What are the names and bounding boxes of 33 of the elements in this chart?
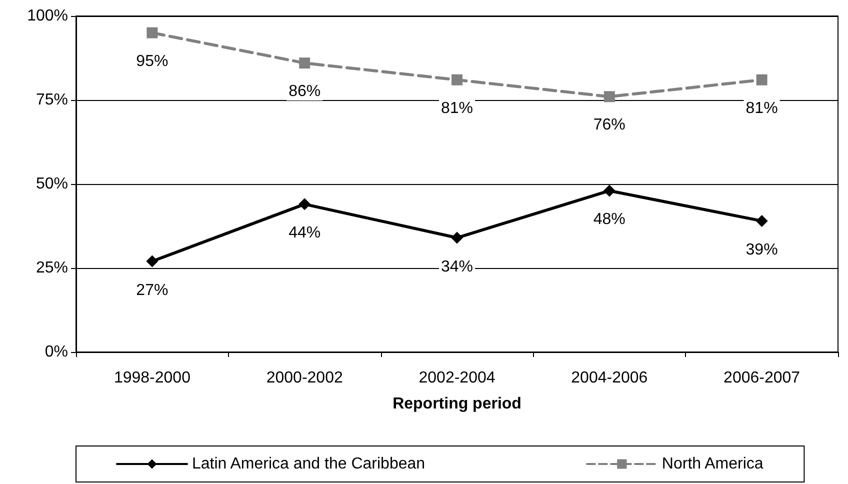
x-tick-label: 1998-2000 xyxy=(114,370,191,386)
point xyxy=(299,58,310,69)
y-tick-label: 100% xyxy=(27,8,68,24)
data-label: 44% xyxy=(288,224,321,242)
x-tick-label: 2004-2006 xyxy=(571,370,648,386)
x-tick-label: 2006-2007 xyxy=(724,370,800,386)
data-label: 39% xyxy=(746,241,778,258)
y-tick-label: 25% xyxy=(36,260,68,276)
data-label: 48% xyxy=(593,211,626,228)
point xyxy=(146,255,158,268)
data-label: 86% xyxy=(288,83,321,100)
data-label: 81% xyxy=(440,100,474,117)
y-tick-label: 75% xyxy=(36,92,68,108)
point xyxy=(452,74,462,86)
point xyxy=(146,27,158,38)
x-axis-title: Reporting period xyxy=(392,396,522,412)
point xyxy=(451,232,463,244)
data-label: 34% xyxy=(440,258,474,276)
legend-label: Latin America and the Caribbean xyxy=(192,456,426,472)
legend-label: North America xyxy=(662,456,764,472)
point xyxy=(756,74,768,86)
y-tick-label: 0% xyxy=(44,344,68,360)
point xyxy=(298,198,311,210)
point xyxy=(756,214,768,227)
data-label: 27% xyxy=(136,282,168,299)
point xyxy=(603,184,616,197)
point xyxy=(604,91,615,102)
data-label: 76% xyxy=(593,116,626,134)
x-tick-label: 2002-2004 xyxy=(418,370,496,386)
x-tick-label: 2000-2002 xyxy=(266,370,343,386)
data-label: 81% xyxy=(746,100,778,117)
data-label: 95% xyxy=(136,52,168,70)
y-tick-label: 50% xyxy=(36,176,68,192)
